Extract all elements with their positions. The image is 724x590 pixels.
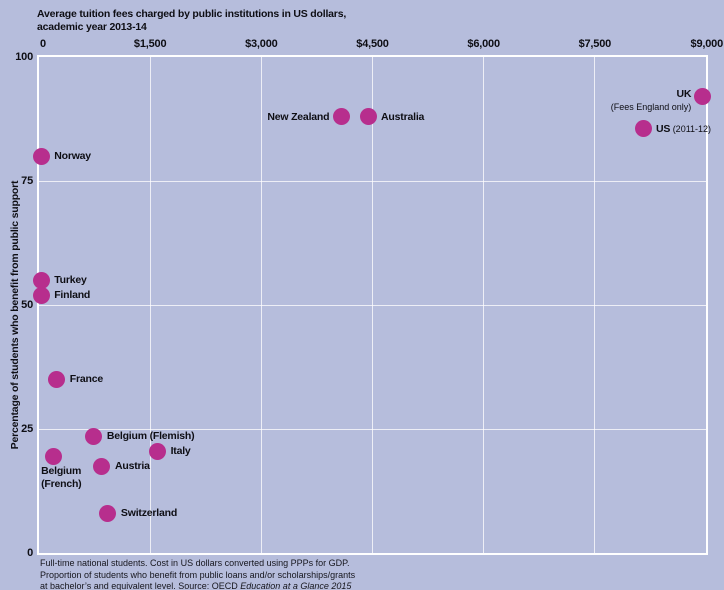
plot-area: [37, 55, 708, 555]
data-point-switzerland: [99, 504, 117, 522]
data-point-italy: [149, 442, 167, 460]
point-label-line: Belgium: [41, 465, 82, 478]
x-tick-label: $3,000: [245, 38, 278, 50]
point-label-australia: Australia: [381, 111, 424, 123]
data-point-australia: [359, 108, 377, 126]
gridline-y-75: [39, 180, 706, 182]
footnote-line3: at bachelor’s and equivalent level. Sour…: [40, 581, 355, 590]
x-tick-label: $9,000: [690, 38, 724, 50]
point-label-belgium-flemish-: Belgium (Flemish): [107, 430, 195, 442]
x-tick-label: 0: [40, 38, 46, 50]
data-point-turkey: [32, 271, 50, 289]
point-sublabel: (Fees England only): [610, 101, 692, 112]
x-tick-label: $6,000: [467, 38, 500, 50]
gridline-y-50: [39, 304, 706, 306]
x-tick-label: $4,500: [356, 38, 389, 50]
footnote: Full-time national students. Cost in US …: [40, 558, 355, 590]
point-name: Belgium (Flemish): [106, 430, 195, 443]
data-point-new-zealand: [332, 108, 350, 126]
point-name: Norway: [54, 150, 91, 163]
y-axis-title: Percentage of students who benefit from …: [9, 180, 21, 450]
y-tick-label: 100: [15, 51, 33, 63]
point-label-norway: Norway: [54, 150, 91, 162]
footnote-line1: Full-time national students. Cost in US …: [40, 558, 350, 568]
point-label-uk: UK (Fees England only): [611, 88, 692, 113]
y-tick-label: 50: [21, 299, 33, 311]
chart-title: Average tuition fees charged by public i…: [37, 8, 346, 34]
chart-title-line2: academic year 2013-14: [37, 21, 147, 33]
point-label-switzerland: Switzerland: [121, 507, 177, 519]
point-label-austria: Austria: [115, 460, 150, 472]
data-point-uk: [693, 88, 711, 106]
point-label-italy: Italy: [171, 445, 191, 457]
point-name: France: [69, 373, 104, 386]
point-sublabel: (2011-12): [670, 123, 712, 134]
footnote-source-title: Education at a Glance 2015: [240, 581, 352, 590]
point-name: Finland: [54, 289, 91, 302]
y-tick-label: 0: [27, 547, 33, 559]
data-point-france: [48, 370, 66, 388]
x-tick-label: $1,500: [133, 38, 167, 50]
point-name: US: [656, 122, 671, 135]
data-point-belgium-french-: [44, 447, 62, 465]
point-name: Italy: [170, 445, 191, 458]
data-point-finland: [32, 286, 50, 304]
gridline-y-25: [39, 428, 706, 430]
chart-title-line1: Average tuition fees charged by public i…: [37, 8, 347, 20]
point-name: Australia: [381, 110, 425, 123]
data-point-austria: [93, 457, 111, 475]
point-name: Turkey: [54, 274, 87, 287]
point-label-us: US (2011-12): [656, 123, 711, 135]
point-name: Austria: [114, 460, 150, 473]
point-name: Switzerland: [120, 507, 178, 520]
x-tick-label: $7,500: [578, 38, 612, 50]
y-tick-label: 75: [21, 175, 33, 187]
point-label-belgium-french-: Belgium (French): [41, 465, 82, 491]
y-tick-label: 25: [21, 423, 33, 435]
footnote-source-prefix: at bachelor’s and equivalent level. Sour…: [40, 581, 241, 590]
data-point-belgium-flemish-: [85, 427, 103, 445]
data-point-norway: [32, 147, 50, 165]
point-label-new-zealand: New Zealand: [267, 110, 330, 123]
data-point-us: [634, 120, 652, 138]
point-label-line: (French): [41, 478, 82, 491]
point-label-turkey: Turkey: [54, 274, 87, 287]
point-label-finland: Finland: [54, 289, 90, 301]
point-label-france: France: [70, 373, 103, 385]
point-name: UK: [676, 87, 692, 100]
footnote-line2: Proportion of students who benefit from …: [40, 569, 356, 580]
